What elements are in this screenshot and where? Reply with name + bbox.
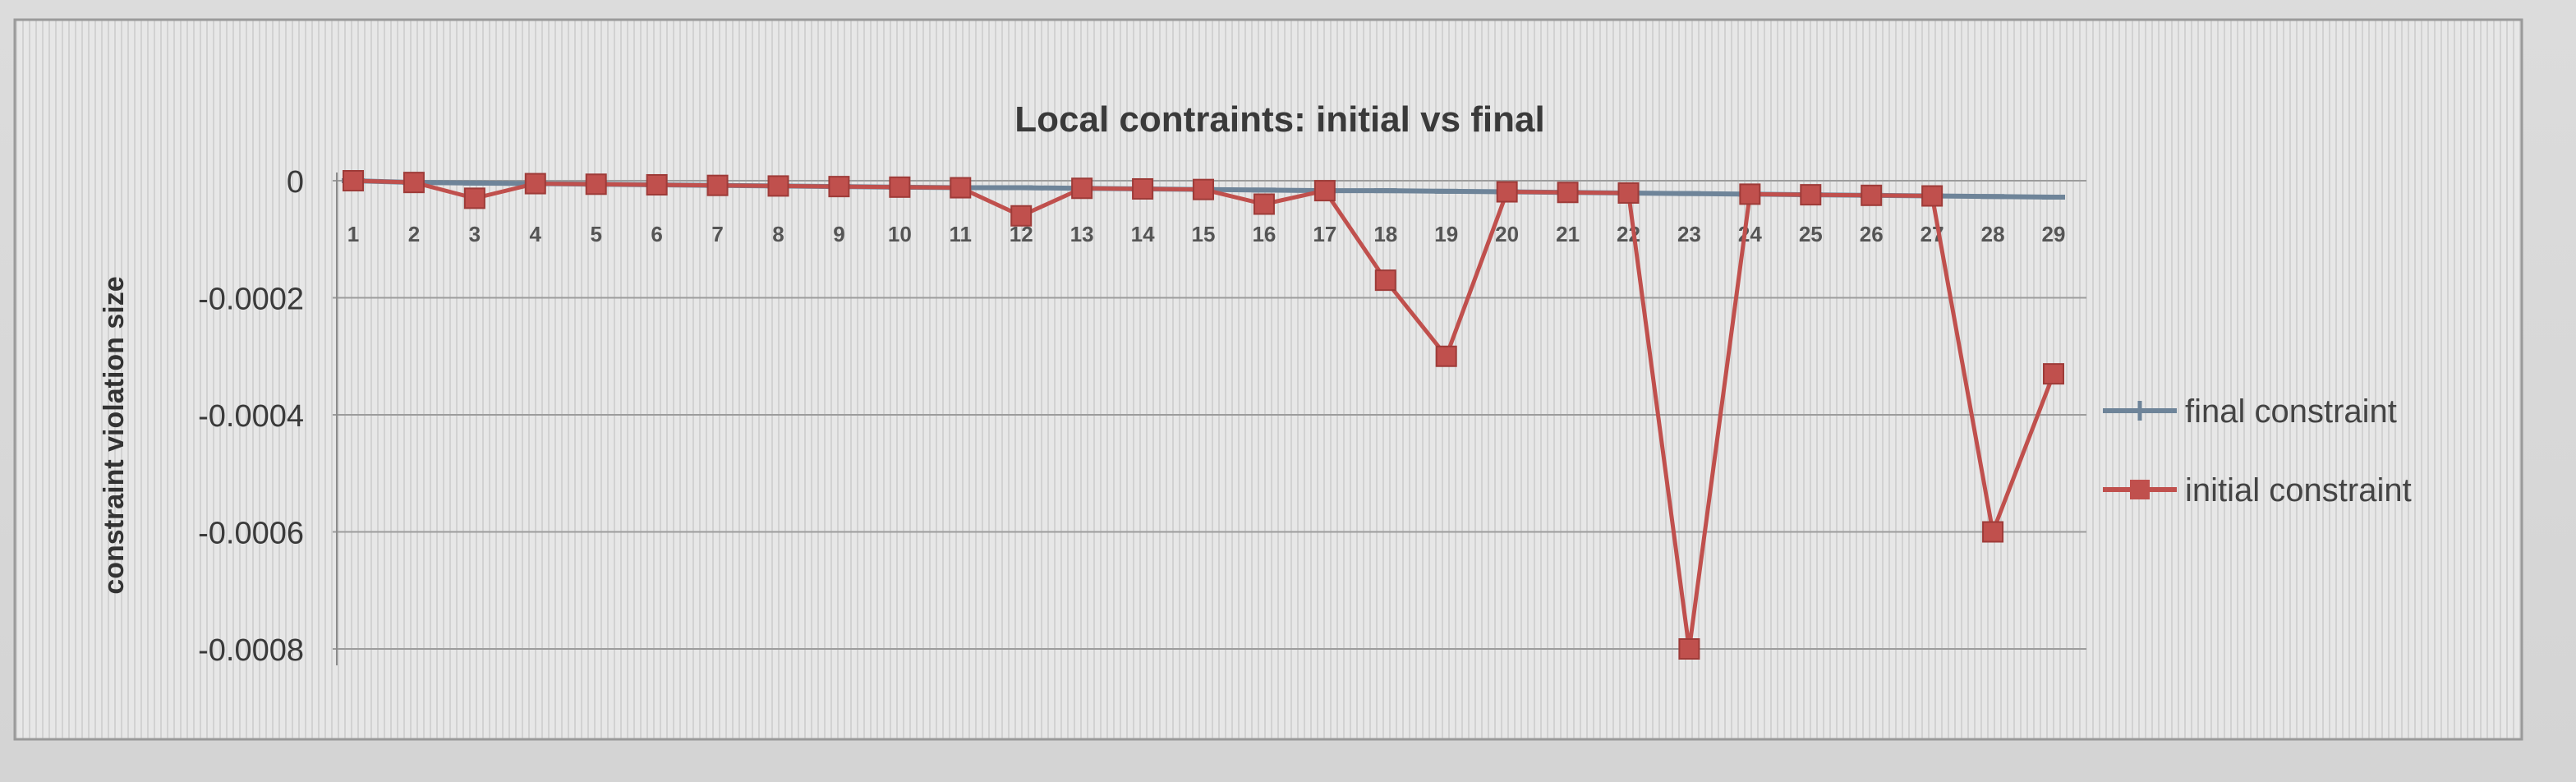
x-tick-label: 18 (1373, 222, 1397, 246)
x-tick-label: 7 (711, 222, 723, 246)
data-point (524, 172, 546, 195)
data-point (646, 173, 668, 196)
y-tick-labels: 0 -0.0002 -0.0004 -0.0006 -0.0008 (198, 165, 304, 668)
y-tick-label: -0.0002 (198, 283, 304, 317)
x-tick-label: 15 (1192, 222, 1216, 246)
x-tick-label: 16 (1252, 222, 1276, 246)
legend-label: initial constraint (2185, 472, 2412, 508)
data-point (1921, 185, 1944, 207)
x-tick-label: 2 (408, 222, 420, 246)
data-point (767, 175, 789, 197)
data-point (1496, 181, 1518, 203)
data-point (402, 172, 425, 194)
x-tick-label: 9 (833, 222, 844, 246)
x-tick-label: 25 (1799, 222, 1823, 246)
x-tick-label: 5 (590, 222, 601, 246)
x-tick-label: 28 (1981, 222, 2005, 246)
x-tick-label: 14 (1131, 222, 1155, 246)
data-point (343, 170, 364, 191)
x-tick-label: 26 (1860, 222, 1884, 246)
y-tick-label: -0.0004 (198, 399, 304, 434)
chart-area (13, 18, 2523, 741)
data-point (1132, 177, 1154, 200)
data-point (1313, 180, 1336, 202)
x-tick-label: 4 (530, 222, 542, 246)
data-point (1071, 177, 1093, 200)
data-point (706, 174, 729, 196)
data-point (1982, 521, 2004, 543)
legend-label: final constraint (2185, 393, 2397, 430)
y-tick-label: 0 (287, 165, 304, 200)
y-tick-label: -0.0006 (198, 517, 304, 551)
data-point (828, 176, 850, 198)
data-point (1861, 184, 1883, 206)
legend-item: final constraint (2103, 393, 2397, 430)
x-tick-label: 21 (1556, 222, 1580, 246)
chart-title: Local contraints: initial vs final (1014, 99, 1544, 140)
legend-item: initial constraint (2103, 472, 2412, 508)
data-point (585, 173, 607, 196)
data-point (1800, 184, 1822, 206)
data-point (1010, 205, 1033, 227)
x-tick-label: 3 (469, 222, 481, 246)
x-tick-label: 17 (1313, 222, 1336, 246)
x-tick-label: 11 (950, 222, 973, 246)
data-point (1435, 345, 1457, 367)
x-tick-label: 23 (1677, 222, 1701, 246)
data-point (1557, 182, 1579, 204)
data-point (889, 176, 911, 198)
x-tick-label: 29 (2042, 222, 2066, 246)
data-point (1739, 183, 1761, 205)
data-point (1374, 269, 1396, 292)
legend: final constraint initial constraint (2103, 393, 2412, 508)
y-axis-label: constraint violation size (99, 276, 130, 594)
data-point (1193, 178, 1214, 200)
data-point (1678, 638, 1700, 660)
x-tick-labels: 1 2 3 4 5 6 7 8 9 10 11 12 13 14 15 16 17 18 19 20 21 22 23 24 2… (347, 222, 2066, 246)
data-point (1253, 193, 1275, 215)
data-point (2043, 363, 2064, 385)
x-tick-label: 10 (888, 222, 912, 246)
x-tick-label: 20 (1495, 222, 1519, 246)
x-tick-label: 19 (1434, 222, 1458, 246)
x-tick-label: 8 (772, 222, 784, 246)
data-point (950, 177, 972, 199)
data-point (1617, 182, 1640, 204)
series-lines (342, 170, 2065, 660)
x-tick-label: 13 (1070, 222, 1094, 246)
x-tick-label: 1 (347, 222, 359, 246)
legend-marker (2130, 480, 2150, 499)
y-tick-label: -0.0008 (198, 633, 304, 668)
data-point (463, 187, 485, 209)
series-initial-constraint (343, 170, 2064, 660)
x-tick-label: 6 (651, 222, 662, 246)
gridlines (333, 172, 2086, 665)
